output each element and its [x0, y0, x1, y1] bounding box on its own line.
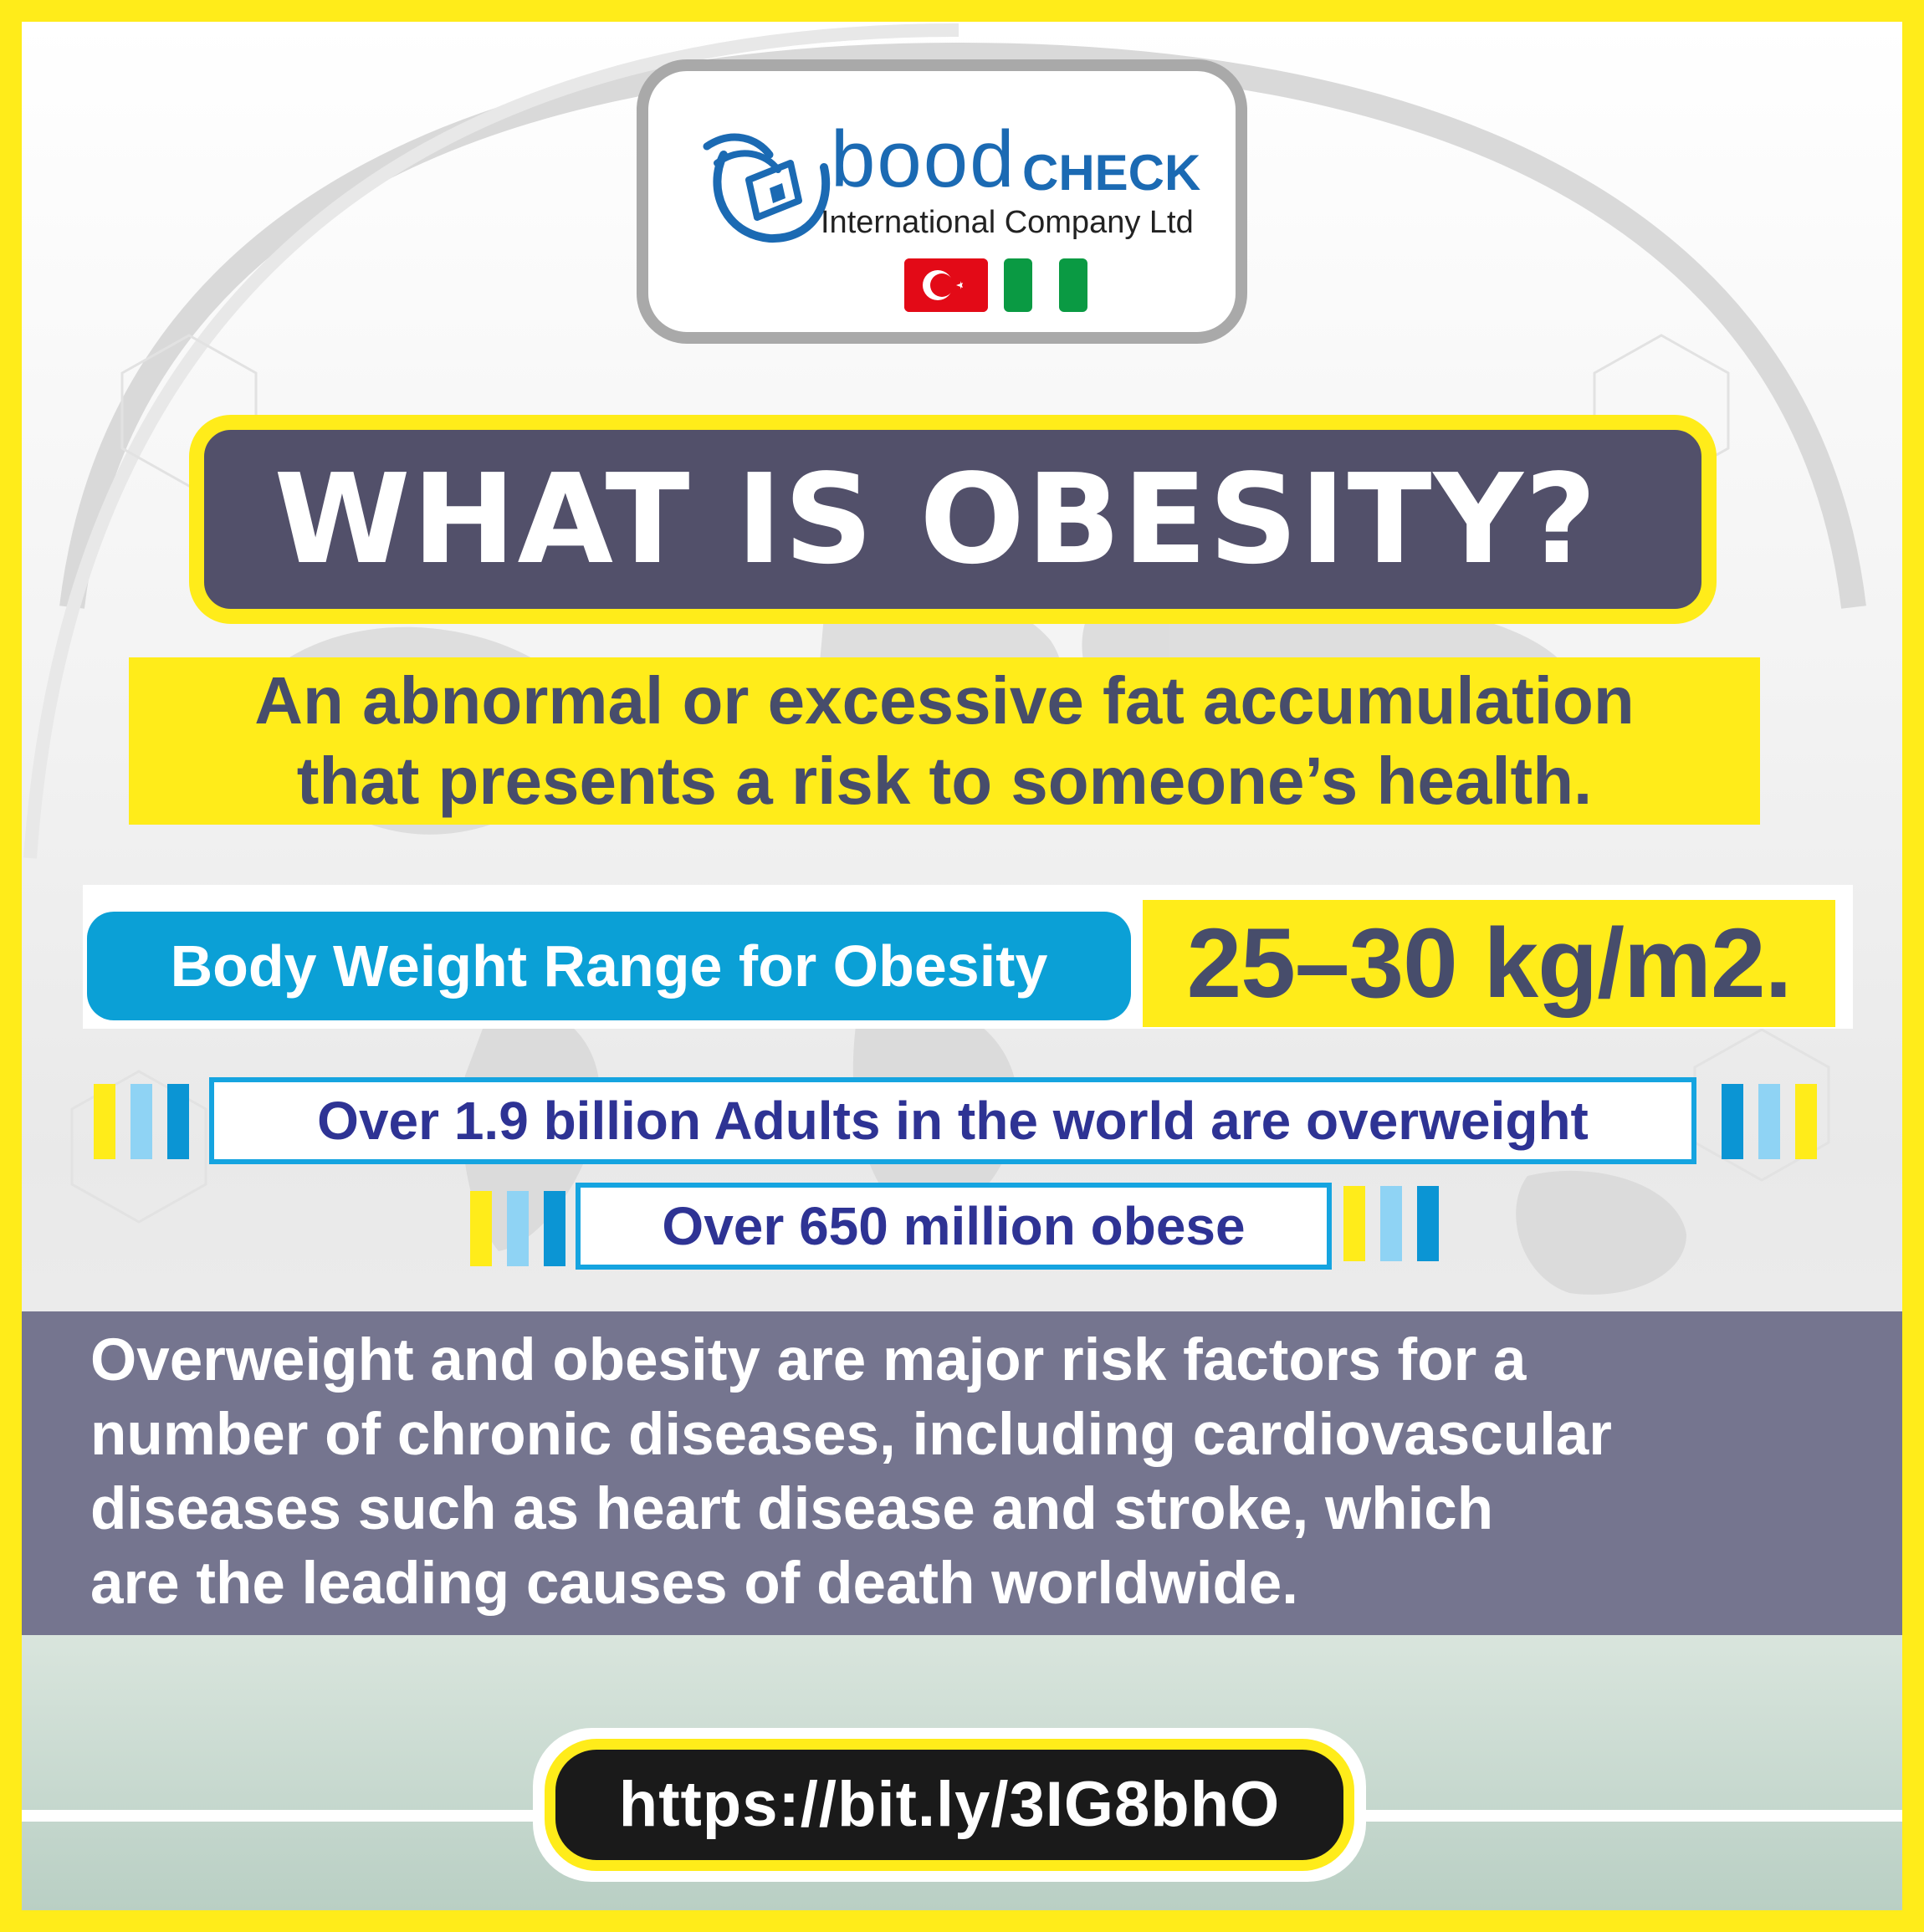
stat-obese: Over 650 million obese: [576, 1183, 1332, 1270]
risk-line-4: are the leading causes of death worldwid…: [90, 1551, 1299, 1617]
definition-line-2: that presents a risk to someone’s health…: [296, 744, 1593, 818]
stripe-yellow: [94, 1084, 115, 1159]
bmi-label: Body Weight Range for Obesity: [170, 933, 1048, 999]
logo-card: bood CHECK International Company Ltd: [637, 59, 1247, 344]
stat-adults-overweight-text: Over 1.9 billion Adults in the world are…: [317, 1091, 1589, 1151]
page-title: WHAT IS OBESITY?: [274, 447, 1599, 591]
definition-line-1: An abnormal or excessive fat accumulatio…: [254, 663, 1635, 738]
stripe-yellow: [1343, 1186, 1365, 1261]
brand-name: bood: [831, 115, 1016, 204]
title-banner: WHAT IS OBESITY?: [189, 415, 1717, 624]
url-link[interactable]: https://bit.ly/3IG8bhO: [618, 1769, 1281, 1840]
poster: bood CHECK International Company Ltd WHA…: [22, 22, 1902, 1910]
stat-adults-overweight: Over 1.9 billion Adults in the world are…: [209, 1077, 1696, 1164]
nigeria-flag-icon: [1004, 258, 1087, 312]
stripe-light-blue: [1758, 1084, 1780, 1159]
turkey-flag-icon: [904, 258, 988, 312]
url-pill[interactable]: https://bit.ly/3IG8bhO: [545, 1739, 1354, 1871]
stripe-light-blue: [507, 1191, 529, 1266]
definition-text: An abnormal or excessive fat accumulatio…: [254, 661, 1634, 821]
company-name: International Company Ltd: [821, 205, 1194, 240]
bmi-label-pill: Body Weight Range for Obesity: [87, 912, 1131, 1020]
bmi-value: 25–30 kg/m2.: [1186, 908, 1793, 1019]
stripe-blue: [1722, 1084, 1743, 1159]
risk-line-1: Overweight and obesity are major risk fa…: [90, 1327, 1527, 1393]
stat-obese-text: Over 650 million obese: [662, 1196, 1246, 1256]
stripe-blue: [167, 1084, 189, 1159]
risk-line-3: diseases such as heart disease and strok…: [90, 1476, 1494, 1542]
stripe-light-blue: [1380, 1186, 1402, 1261]
stripe-blue: [544, 1191, 565, 1266]
risk-paragraph: Overweight and obesity are major risk fa…: [90, 1323, 1872, 1621]
bood-check-logo-icon: [703, 133, 831, 243]
stripe-yellow: [1795, 1084, 1817, 1159]
risk-line-2: number of chronic diseases, including ca…: [90, 1402, 1612, 1468]
bmi-value-box: 25–30 kg/m2.: [1143, 900, 1835, 1027]
brand-check: CHECK: [1022, 145, 1201, 201]
definition-box: An abnormal or excessive fat accumulatio…: [129, 657, 1760, 825]
risk-band: [22, 1311, 1902, 1635]
stripe-light-blue: [130, 1084, 152, 1159]
stripe-yellow: [470, 1191, 492, 1266]
stripe-blue: [1417, 1186, 1439, 1261]
